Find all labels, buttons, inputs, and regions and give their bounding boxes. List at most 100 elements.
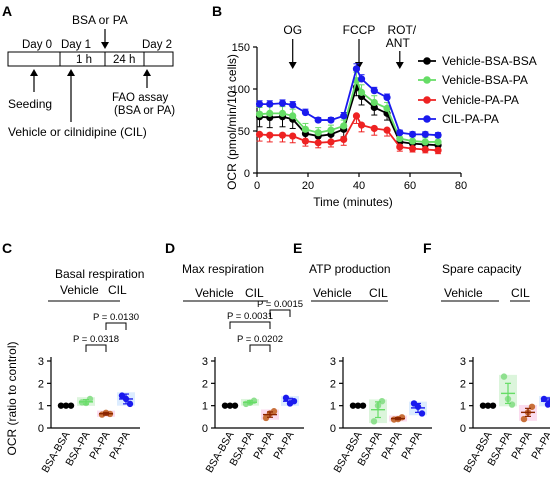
y-tick-label: 1	[460, 401, 466, 413]
y-tick-label: 50	[238, 126, 250, 138]
bsa-or-pa-label: BSA or PA	[72, 13, 128, 27]
data-point	[57, 402, 65, 409]
significance-bracket	[105, 322, 127, 330]
x-tick-label: BSA-BSA	[331, 430, 364, 475]
legend-label: CIL-PA-PA	[442, 112, 499, 126]
fao-assay-sub-label: (BSA or PA)	[114, 105, 175, 117]
arrow-down-icon	[101, 29, 109, 49]
data-point	[370, 87, 378, 95]
arrow-down-icon	[288, 62, 297, 69]
significance-bracket	[249, 344, 271, 352]
injection-label: OG	[283, 23, 302, 37]
data-point	[289, 112, 297, 120]
injection-label: ANT	[386, 36, 411, 50]
group-label-cil: CIL	[511, 286, 530, 300]
x-tick-label: PA-PA	[399, 430, 424, 462]
data-point	[408, 137, 417, 145]
panel-c-basal-respiration: C Basal respiration Vehicle CIL 0 1 2 3 OCR (ra…	[2, 240, 144, 475]
injection-label: FCCP	[343, 23, 376, 37]
y-tick-label: 0	[330, 423, 336, 435]
y-tick-label: 3	[460, 356, 466, 368]
panel-a-timeline: A Day 0 Day 1 Day 2 1 h 24 h BSA or PA S…	[2, 3, 175, 139]
data-point	[226, 402, 234, 409]
data-point	[378, 398, 386, 405]
day-0-label: Day 0	[22, 39, 52, 51]
data-point	[357, 121, 366, 129]
y-axis-label: OCR (ratio to control)	[5, 341, 19, 455]
group-label-vehicle: Vehicle	[195, 286, 234, 300]
arrow-up-icon	[143, 69, 151, 88]
series-cil-pa-pa	[255, 63, 442, 139]
legend-marker	[423, 57, 431, 65]
y-tick-label: 100	[232, 84, 250, 96]
data-point	[352, 112, 361, 120]
data-point	[314, 139, 322, 147]
panel-label-b: B	[212, 3, 222, 19]
x-tick-label: 0	[254, 180, 260, 192]
data-point	[421, 138, 429, 146]
group-label-cil: CIL	[369, 286, 388, 300]
x-tick-label: PA-PA	[271, 430, 296, 462]
data-point	[370, 418, 378, 425]
y-tick-label: 1	[330, 401, 336, 413]
y-tick-label: 150	[232, 42, 250, 54]
data-point	[383, 93, 391, 101]
panel-label-e: E	[293, 240, 302, 256]
data-point	[421, 145, 429, 154]
x-tick-label: BSA-BSA	[461, 430, 494, 475]
data-point	[278, 131, 287, 139]
seeding-label: Seeding	[8, 97, 52, 111]
group-label-vehicle: Vehicle	[60, 283, 99, 297]
panel-title: ATP production	[309, 262, 391, 276]
injection-label: ROT/	[387, 23, 416, 37]
data-point	[396, 134, 404, 143]
y-tick-label: 2	[38, 378, 44, 390]
panel-label-c: C	[2, 240, 12, 256]
significance-bracket	[85, 344, 107, 352]
data-point	[479, 402, 487, 409]
panel-b-ocr-time-course: B 0 50 100 150 0 20 40 60 80 Time (minutes) OCR (p…	[212, 3, 537, 209]
arrow-down-icon	[395, 62, 404, 69]
data-point	[289, 101, 297, 109]
data-point	[421, 130, 429, 138]
data-point	[370, 98, 378, 107]
series-vehicle-pa-pa	[255, 112, 442, 155]
fao-assay-label: FAO assay	[112, 92, 168, 104]
y-tick-label: 1	[38, 401, 44, 413]
legend-marker	[423, 76, 431, 84]
y-tick-label: 3	[330, 356, 336, 368]
series-line	[259, 114, 439, 152]
data-point	[357, 75, 366, 83]
data-point	[282, 394, 290, 402]
p-value-label: P = 0.0202	[237, 334, 283, 345]
panel-title: Basal respiration	[55, 267, 144, 281]
series-line	[259, 85, 439, 147]
data-point	[301, 137, 310, 145]
data-point	[340, 112, 348, 120]
data-point	[278, 109, 287, 117]
y-tick-label: 2	[202, 378, 208, 390]
data-point	[86, 395, 94, 403]
data-point	[357, 88, 366, 96]
data-point	[354, 402, 362, 409]
y-tick-label: 3	[38, 356, 44, 368]
data-point	[266, 109, 274, 117]
x-tick-label: 20	[302, 180, 314, 192]
x-tick-label: BSA-BSA	[203, 430, 236, 475]
p-value-label: P = 0.0130	[93, 312, 139, 323]
data-point	[489, 402, 497, 409]
segment-24h-label: 24 h	[113, 54, 135, 66]
legend-label: Vehicle-BSA-PA	[442, 73, 528, 87]
y-tick-label: 0	[244, 168, 250, 180]
x-tick-label: 80	[455, 180, 467, 192]
data-point	[327, 138, 335, 146]
day-1-label: Day 1	[61, 39, 91, 51]
significance-bracket	[229, 321, 271, 329]
data-point	[408, 130, 417, 138]
group-label-cil: CIL	[108, 283, 127, 297]
p-value-label: P = 0.0015	[257, 299, 303, 310]
data-point	[255, 110, 264, 118]
p-value-label: P = 0.0318	[73, 334, 119, 345]
